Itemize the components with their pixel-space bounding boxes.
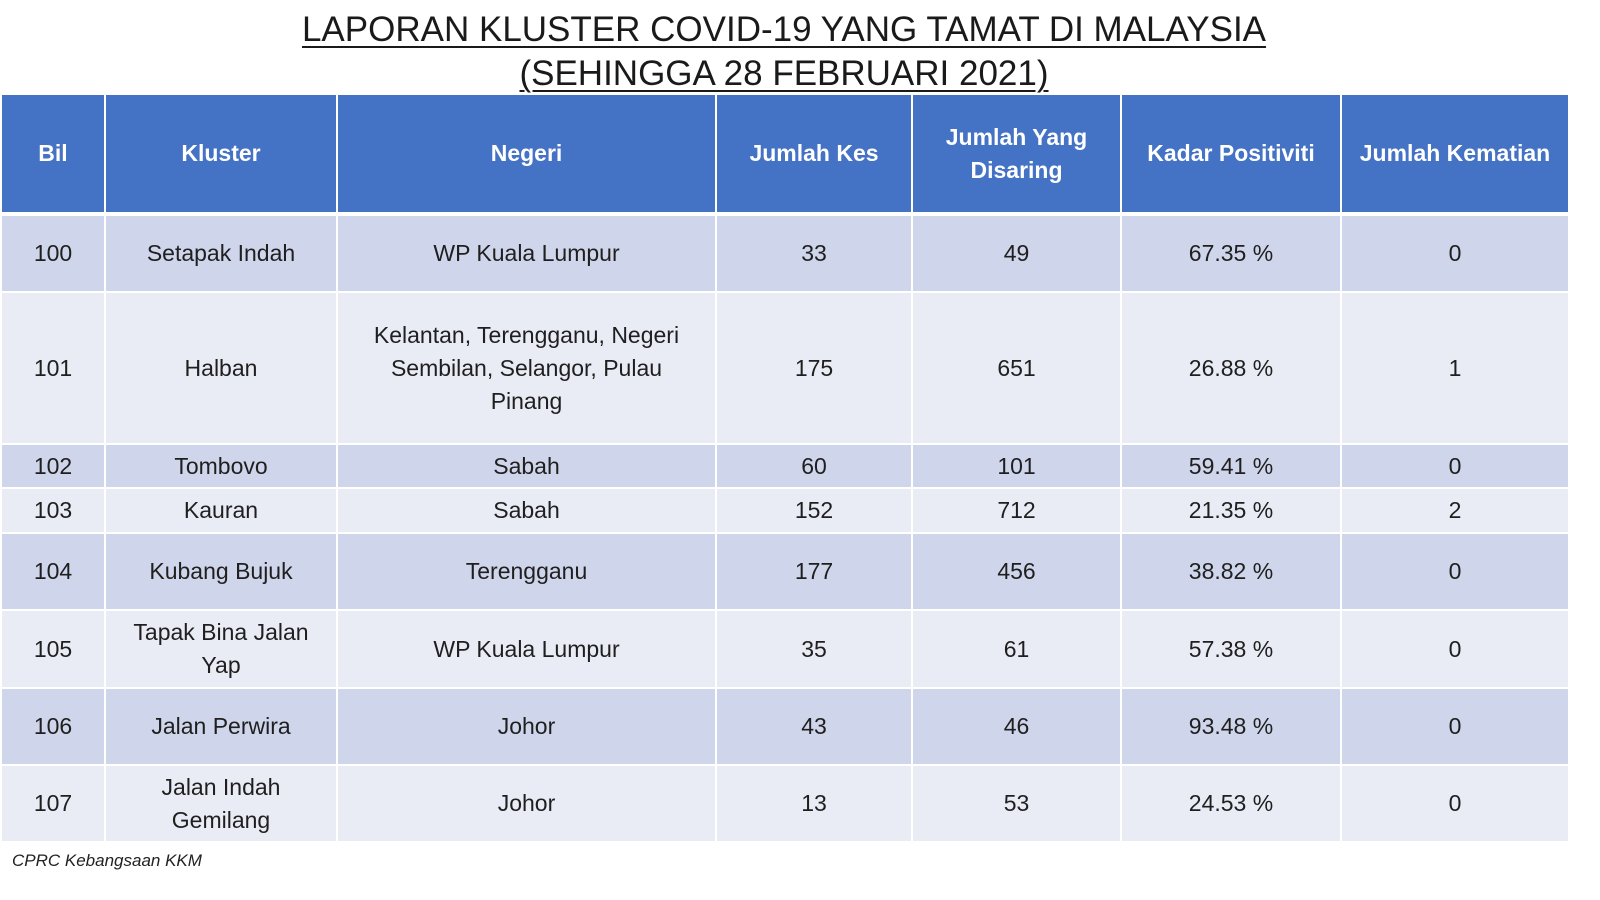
cell-jumlah-disaring: 712 <box>911 487 1122 534</box>
table-body: 100 Setapak Indah WP Kuala Lumpur 33 49 … <box>0 213 1570 843</box>
title-line-2: (SEHINGGA 28 FEBRUARI 2021) <box>519 54 1049 93</box>
cell-kluster: Setapak Indah <box>104 213 338 293</box>
cell-negeri: Kelantan, Terengganu, Negeri Sembilan, S… <box>336 291 717 445</box>
cell-bil: 107 <box>0 764 106 843</box>
cell-jumlah-kes: 35 <box>715 609 913 689</box>
table-row: 107 Jalan Indah Gemilang Johor 13 53 24.… <box>0 764 1570 843</box>
cell-negeri: WP Kuala Lumpur <box>336 609 717 689</box>
cell-kadar-positiviti: 59.41 % <box>1120 443 1342 489</box>
cell-jumlah-kes: 13 <box>715 764 913 843</box>
cell-kadar-positiviti: 93.48 % <box>1120 687 1342 766</box>
cell-kadar-positiviti: 38.82 % <box>1120 532 1342 611</box>
cell-jumlah-kes: 175 <box>715 291 913 445</box>
cell-bil: 106 <box>0 687 106 766</box>
title-line-1: LAPORAN KLUSTER COVID-19 YANG TAMAT DI M… <box>301 10 1267 49</box>
header-negeri: Negeri <box>336 95 717 216</box>
header-jumlah-disaring: Jumlah Yang Disaring <box>911 95 1122 216</box>
cell-negeri: Sabah <box>336 487 717 534</box>
table-row: 103 Kauran Sabah 152 712 21.35 % 2 <box>0 487 1570 534</box>
cluster-table: Bil Kluster Negeri Jumlah Kes Jumlah Yan… <box>0 95 1570 843</box>
cell-jumlah-kematian: 0 <box>1340 687 1570 766</box>
header-row: Bil Kluster Negeri Jumlah Kes Jumlah Yan… <box>0 95 1570 216</box>
cell-kluster: Jalan Indah Gemilang <box>104 764 338 843</box>
cell-jumlah-disaring: 101 <box>911 443 1122 489</box>
header-kluster: Kluster <box>104 95 338 216</box>
source-note: CPRC Kebangsaan KKM <box>12 851 202 870</box>
table-row: 102 Tombovo Sabah 60 101 59.41 % 0 <box>0 443 1570 489</box>
cell-jumlah-kematian: 1 <box>1340 291 1570 445</box>
header-kadar-positiviti: Kadar Positiviti <box>1120 95 1342 216</box>
cell-jumlah-disaring: 46 <box>911 687 1122 766</box>
cell-jumlah-kes: 60 <box>715 443 913 489</box>
cell-jumlah-kes: 43 <box>715 687 913 766</box>
cell-jumlah-kematian: 0 <box>1340 443 1570 489</box>
cell-kluster: Halban <box>104 291 338 445</box>
table-row: 104 Kubang Bujuk Terengganu 177 456 38.8… <box>0 532 1570 611</box>
cell-negeri: Sabah <box>336 443 717 489</box>
cell-negeri: Johor <box>336 687 717 766</box>
cell-negeri: Johor <box>336 764 717 843</box>
cell-bil: 103 <box>0 487 106 534</box>
cell-jumlah-kematian: 0 <box>1340 213 1570 293</box>
cell-bil: 101 <box>0 291 106 445</box>
cell-jumlah-kematian: 2 <box>1340 487 1570 534</box>
cell-jumlah-kes: 33 <box>715 213 913 293</box>
cell-jumlah-kematian: 0 <box>1340 532 1570 611</box>
table-row: 105 Tapak Bina Jalan Yap WP Kuala Lumpur… <box>0 609 1570 689</box>
cell-kluster: Tombovo <box>104 443 338 489</box>
cell-jumlah-disaring: 61 <box>911 609 1122 689</box>
cell-kluster: Jalan Perwira <box>104 687 338 766</box>
cell-jumlah-disaring: 49 <box>911 213 1122 293</box>
table-header: Bil Kluster Negeri Jumlah Kes Jumlah Yan… <box>0 95 1570 216</box>
cell-jumlah-disaring: 651 <box>911 291 1122 445</box>
table-row: 101 Halban Kelantan, Terengganu, Negeri … <box>0 291 1570 445</box>
cell-kadar-positiviti: 26.88 % <box>1120 291 1342 445</box>
cell-bil: 100 <box>0 213 106 293</box>
cell-jumlah-kematian: 0 <box>1340 764 1570 843</box>
cell-jumlah-kes: 152 <box>715 487 913 534</box>
cell-kadar-positiviti: 24.53 % <box>1120 764 1342 843</box>
cell-kadar-positiviti: 57.38 % <box>1120 609 1342 689</box>
cell-kluster: Kubang Bujuk <box>104 532 338 611</box>
cell-negeri: Terengganu <box>336 532 717 611</box>
cell-jumlah-disaring: 456 <box>911 532 1122 611</box>
cell-bil: 105 <box>0 609 106 689</box>
cell-negeri: WP Kuala Lumpur <box>336 213 717 293</box>
cell-jumlah-kes: 177 <box>715 532 913 611</box>
cell-kluster: Kauran <box>104 487 338 534</box>
table-row: 100 Setapak Indah WP Kuala Lumpur 33 49 … <box>0 213 1570 293</box>
cell-jumlah-kematian: 0 <box>1340 609 1570 689</box>
cell-jumlah-disaring: 53 <box>911 764 1122 843</box>
cell-kadar-positiviti: 21.35 % <box>1120 487 1342 534</box>
table-row: 106 Jalan Perwira Johor 43 46 93.48 % 0 <box>0 687 1570 766</box>
header-jumlah-kes: Jumlah Kes <box>715 95 913 216</box>
header-jumlah-kematian: Jumlah Kematian <box>1340 95 1570 216</box>
header-bil: Bil <box>0 95 106 216</box>
cell-bil: 104 <box>0 532 106 611</box>
cell-bil: 102 <box>0 443 106 489</box>
report-title: LAPORAN KLUSTER COVID-19 YANG TAMAT DI M… <box>0 8 1568 96</box>
cell-kadar-positiviti: 67.35 % <box>1120 213 1342 293</box>
cell-kluster: Tapak Bina Jalan Yap <box>104 609 338 689</box>
